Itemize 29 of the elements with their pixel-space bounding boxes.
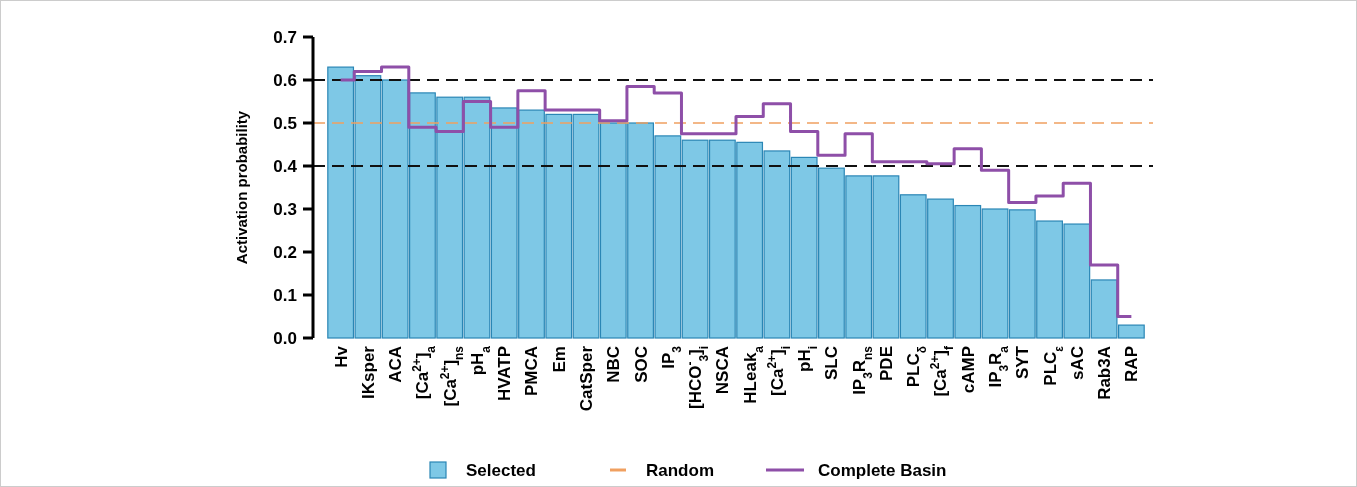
x-tick-label: SYT bbox=[1013, 345, 1033, 380]
x-tick-label: ACA bbox=[386, 346, 406, 383]
y-tick-label: 0.7 bbox=[273, 27, 297, 47]
x-tick-label: NSCA bbox=[713, 346, 733, 395]
y-axis-title: Activation probability bbox=[233, 110, 250, 265]
x-tick-label: SOC bbox=[631, 346, 651, 383]
x-tick-label: NBC bbox=[604, 346, 624, 383]
x-tick-label: IKsper bbox=[358, 345, 378, 399]
y-tick-label: 0.5 bbox=[273, 113, 297, 133]
legend-label: Random bbox=[646, 460, 714, 480]
y-tick-label: 0.6 bbox=[273, 70, 297, 90]
y-tick-label: 0.4 bbox=[273, 156, 298, 176]
x-tick-label: PDE bbox=[876, 346, 896, 381]
y-tick-label: 0.2 bbox=[273, 242, 297, 262]
legend-label: Complete Basin bbox=[818, 460, 947, 480]
y-tick-label: 0.1 bbox=[273, 285, 297, 305]
x-tick-label: CatSper bbox=[576, 345, 596, 412]
x-tick-label: SLC bbox=[822, 346, 842, 380]
y-tick-label: 0.0 bbox=[273, 328, 297, 348]
y-tick-label: 0.3 bbox=[273, 199, 297, 219]
x-tick-label: Hv bbox=[331, 345, 351, 368]
x-tick-label: Rab3A bbox=[1095, 346, 1115, 400]
x-tick-label: Em bbox=[549, 346, 569, 373]
x-tick-label: cAMP bbox=[958, 346, 978, 394]
legend-label: Selected bbox=[466, 460, 536, 480]
x-tick-label: PMCA bbox=[522, 346, 542, 397]
x-tick-label: HVATP bbox=[495, 346, 515, 402]
x-tick-label: RAP bbox=[1122, 346, 1142, 382]
x-tick-label: sAC bbox=[1067, 346, 1087, 381]
